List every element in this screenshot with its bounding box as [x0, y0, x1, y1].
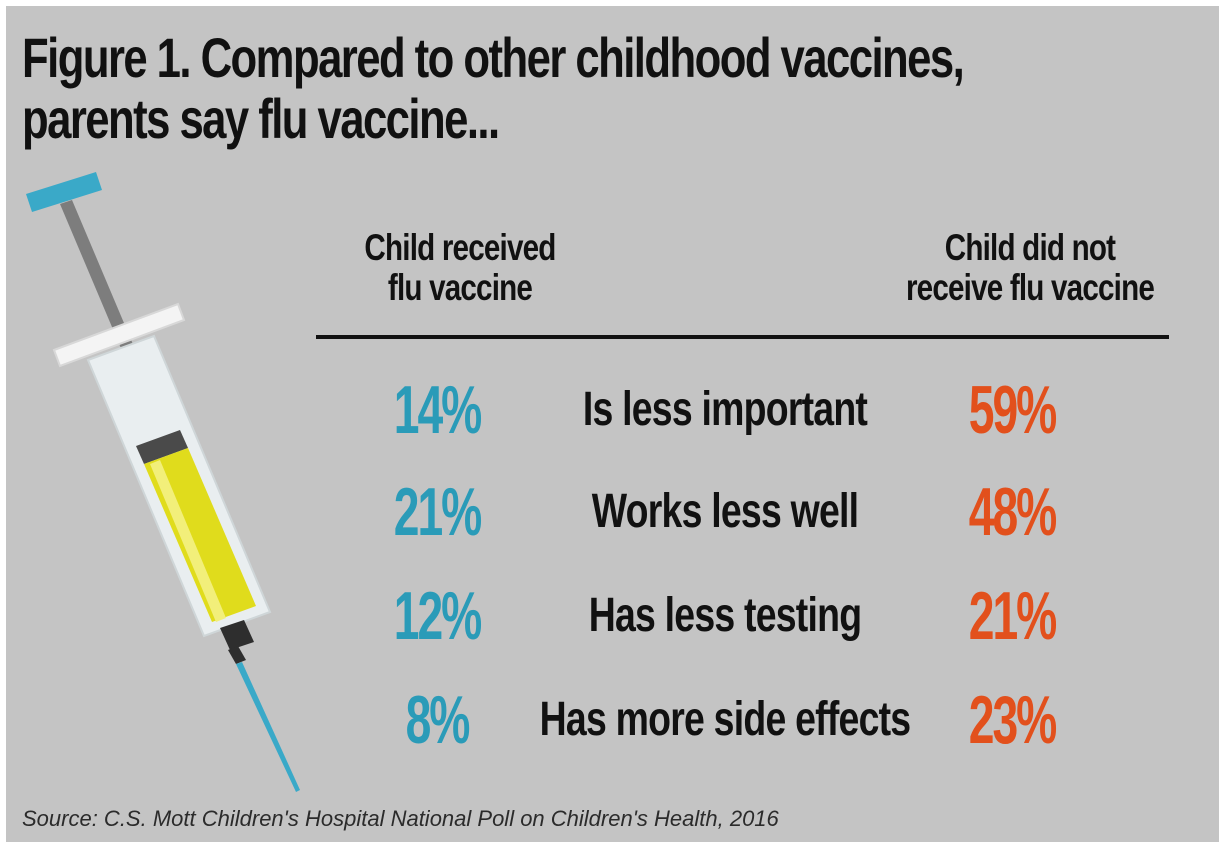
received-percent: 21%	[393, 474, 482, 550]
received-percent: 14%	[393, 372, 482, 448]
plunger-handle	[26, 172, 102, 212]
syringe-needle	[236, 662, 300, 792]
header-divider	[316, 335, 1169, 339]
column-header-received-line-2: flu vaccine	[387, 267, 533, 308]
table-row: 8% Has more side effects 23%	[0, 680, 1225, 760]
syringe-nozzle	[220, 620, 254, 650]
syringe-icon	[26, 172, 300, 792]
table-row: 14% Is less important 59%	[0, 370, 1225, 450]
liquid-highlight	[150, 460, 226, 622]
row-label: Has less testing	[588, 589, 862, 642]
column-header-not-received: Child did not receive flu vaccine	[870, 228, 1190, 308]
table-row: 21% Works less well 48%	[0, 472, 1225, 552]
not-received-percent: 23%	[968, 682, 1057, 758]
syringe-drawing	[26, 172, 300, 792]
chart-title-line-2: parents say flu vaccine...	[22, 87, 500, 150]
barrel-flange	[52, 302, 186, 368]
column-header-received: Child received flu vaccine	[340, 228, 580, 308]
chart-title: Figure 1. Compared to other childhood va…	[22, 26, 965, 89]
received-percent: 12%	[393, 578, 482, 654]
column-header-not-received-line-2: receive flu vaccine	[905, 267, 1155, 308]
not-received-percent: 21%	[968, 578, 1057, 654]
plunger-stopper	[136, 430, 188, 464]
not-received-percent: 59%	[968, 372, 1057, 448]
received-percent: 8%	[405, 682, 471, 758]
infographic-panel	[6, 6, 1219, 842]
row-label: Is less important	[582, 383, 868, 436]
nozzle-tip	[228, 646, 246, 664]
not-received-percent: 48%	[968, 474, 1057, 550]
column-header-not-received-line-1: Child did not	[944, 227, 1116, 268]
table-row: 12% Has less testing 21%	[0, 576, 1225, 656]
row-label: Works less well	[591, 485, 859, 538]
column-header-received-line-1: Child received	[364, 227, 556, 268]
row-label: Has more side effects	[539, 693, 911, 746]
source-note: Source: C.S. Mott Children's Hospital Na…	[22, 806, 779, 831]
